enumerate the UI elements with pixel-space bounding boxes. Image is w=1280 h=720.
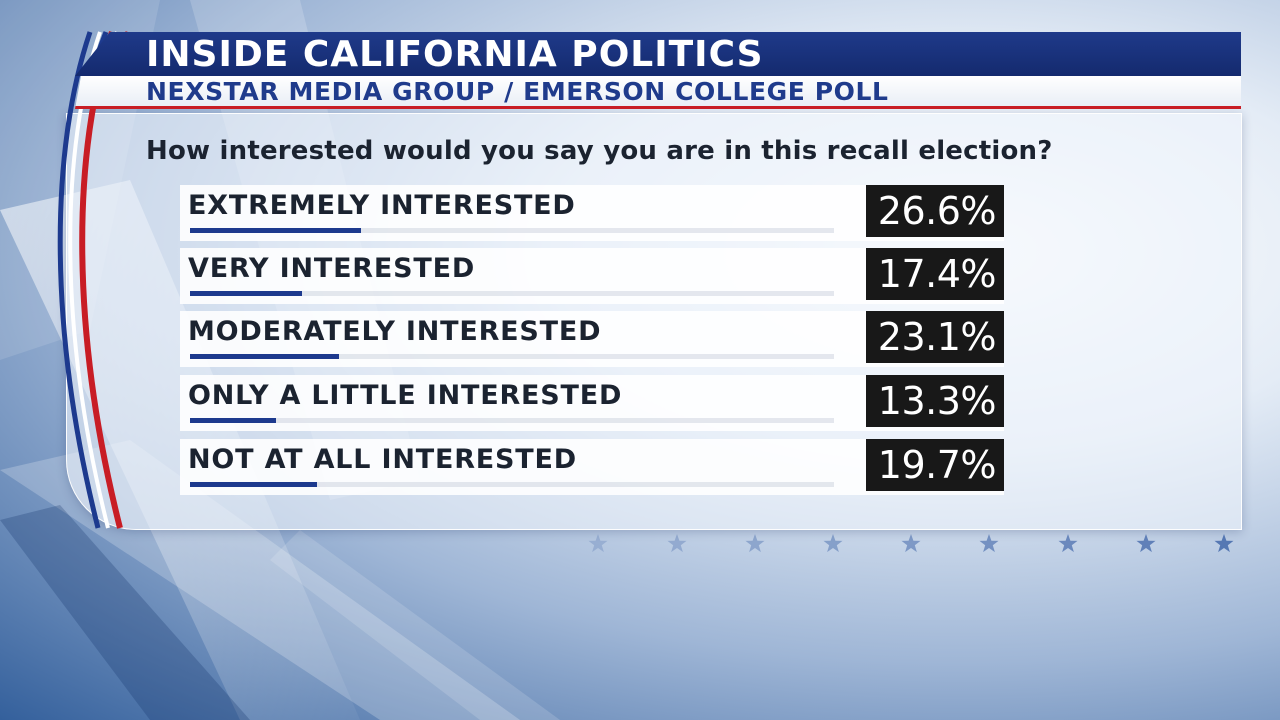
subheader-bar (75, 76, 1241, 109)
bar (190, 482, 317, 487)
data-label: 17.4% (877, 252, 997, 296)
category-label: VERY INTERESTED (188, 253, 476, 284)
category-label: ONLY A LITTLE INTERESTED (188, 380, 623, 411)
header-title: INSIDE CALIFORNIA POLITICS (146, 34, 764, 75)
bar (190, 418, 276, 423)
bar-track (190, 291, 834, 296)
bar (190, 291, 303, 296)
bar-track (190, 482, 834, 487)
value-box: 19.7% (866, 439, 1004, 491)
chart-title: How interested would you say you are in … (146, 136, 1053, 166)
category-label: EXTREMELY INTERESTED (188, 190, 576, 221)
value-box: 23.1% (866, 311, 1004, 363)
data-label: 13.3% (877, 379, 997, 423)
result-row: ONLY A LITTLE INTERESTED 13.3% (180, 375, 1004, 431)
bar-track (190, 228, 834, 233)
bar-track (190, 418, 834, 423)
category-label: MODERATELY INTERESTED (188, 316, 602, 347)
bar-track (190, 354, 834, 359)
subheader-title: NEXSTAR MEDIA GROUP / EMERSON COLLEGE PO… (146, 77, 889, 106)
result-row: NOT AT ALL INTERESTED 19.7% (180, 439, 1004, 495)
result-row: VERY INTERESTED 17.4% (180, 248, 1004, 304)
value-box: 13.3% (866, 375, 1004, 427)
category-label: NOT AT ALL INTERESTED (188, 444, 577, 475)
data-label: 23.1% (877, 315, 997, 359)
data-label: 26.6% (877, 189, 997, 233)
bar (190, 228, 362, 233)
value-box: 26.6% (866, 185, 1004, 237)
value-box: 17.4% (866, 248, 1004, 300)
data-label: 19.7% (877, 443, 997, 487)
result-row: EXTREMELY INTERESTED 26.6% (180, 185, 1004, 241)
header-bar (75, 32, 1241, 76)
result-row: MODERATELY INTERESTED 23.1% (180, 311, 1004, 367)
bar (190, 354, 339, 359)
